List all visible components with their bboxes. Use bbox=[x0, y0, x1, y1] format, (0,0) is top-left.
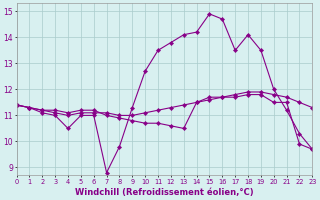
X-axis label: Windchill (Refroidissement éolien,°C): Windchill (Refroidissement éolien,°C) bbox=[75, 188, 254, 197]
